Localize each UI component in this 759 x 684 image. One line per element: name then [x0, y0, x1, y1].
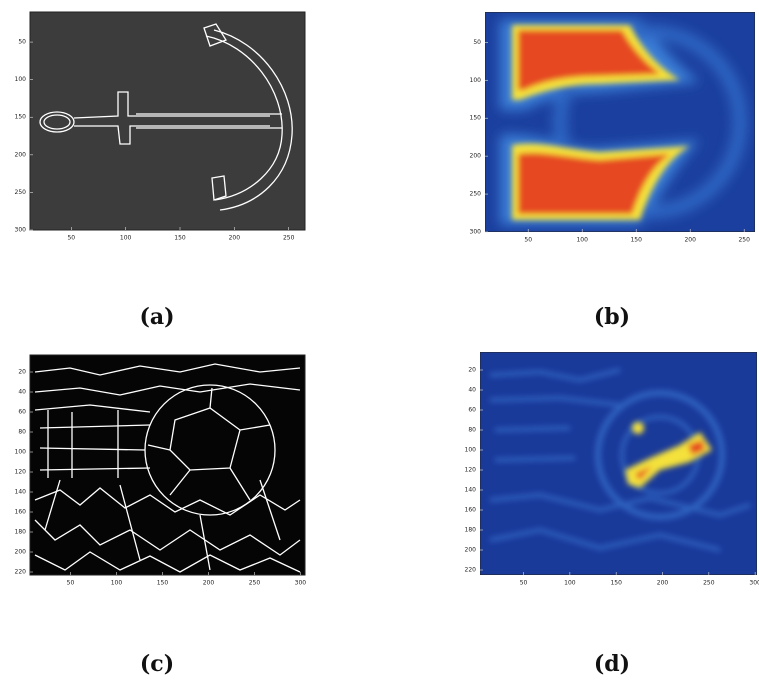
y-tick-label: 200 [15, 549, 27, 556]
y-tick-label: 300 [470, 229, 482, 236]
y-tick-label: 160 [15, 509, 27, 516]
x-tick-label: 150 [174, 235, 186, 242]
y-tick-label: 200 [470, 153, 482, 160]
y-tick-label: 140 [15, 489, 27, 496]
x-tick-label: 250 [738, 237, 750, 244]
figure: 50 100 150 200 250 50 100 150 200 250 300 (a) 50 100 1… [0, 0, 759, 684]
y-tick-label: 80 [468, 427, 476, 434]
x-tick-label: 100 [576, 237, 588, 244]
y-tick-label: 100 [15, 76, 27, 83]
x-tick-label: 250 [249, 580, 261, 587]
y-tick-label: 200 [15, 151, 27, 158]
image-d [480, 352, 757, 575]
y-tick-label: 60 [468, 407, 476, 414]
x-tick-label: 50 [67, 235, 75, 242]
x-tick-label: 200 [657, 580, 669, 587]
x-tick-label: 100 [111, 580, 123, 587]
image-b [485, 12, 755, 232]
y-tick-label: 50 [18, 39, 26, 46]
y-tick-label: 20 [468, 367, 476, 374]
y-tick-label: 140 [465, 487, 477, 494]
x-tick-label: 250 [283, 235, 295, 242]
y-tick-label: 20 [18, 369, 26, 376]
y-tick-label: 40 [468, 387, 476, 394]
x-tick-label: 300 [295, 580, 307, 587]
y-tick-label: 220 [465, 567, 477, 574]
y-tick-label: 50 [473, 39, 481, 46]
y-tick-label: 80 [18, 429, 26, 436]
x-tick-label: 200 [684, 237, 696, 244]
panel-label: (a) [139, 304, 174, 330]
x-tick-label: 300 [749, 580, 759, 587]
x-tick-label: 200 [203, 580, 215, 587]
image-a [30, 12, 305, 230]
y-tick-label: 120 [15, 469, 27, 476]
x-tick-label: 150 [630, 237, 642, 244]
y-tick-label: 250 [470, 191, 482, 198]
x-tick-label: 100 [120, 235, 132, 242]
y-tick-label: 150 [470, 115, 482, 122]
x-tick-label: 50 [524, 237, 532, 244]
panel-label: (d) [594, 651, 630, 677]
y-tick-label: 100 [15, 449, 27, 456]
x-tick-label: 250 [703, 580, 715, 587]
x-tick-label: 50 [520, 580, 528, 587]
x-tick-label: 200 [229, 235, 241, 242]
panel-label: (c) [140, 651, 174, 677]
y-tick-label: 180 [465, 527, 477, 534]
y-tick-label: 150 [15, 114, 27, 121]
y-tick-label: 40 [18, 389, 26, 396]
panel-label: (b) [594, 304, 630, 330]
y-tick-label: 300 [15, 227, 27, 234]
y-tick-label: 200 [465, 547, 477, 554]
y-tick-label: 120 [465, 467, 477, 474]
y-tick-label: 100 [470, 77, 482, 84]
image-c [30, 355, 305, 575]
x-tick-label: 100 [564, 580, 576, 587]
x-tick-label: 50 [67, 580, 75, 587]
y-tick-label: 100 [465, 447, 477, 454]
y-tick-label: 250 [15, 189, 27, 196]
x-tick-label: 150 [610, 580, 622, 587]
y-tick-label: 160 [465, 507, 477, 514]
y-tick-label: 180 [15, 529, 27, 536]
y-tick-label: 60 [18, 409, 26, 416]
y-tick-label: 220 [15, 569, 27, 576]
x-tick-label: 150 [157, 580, 169, 587]
